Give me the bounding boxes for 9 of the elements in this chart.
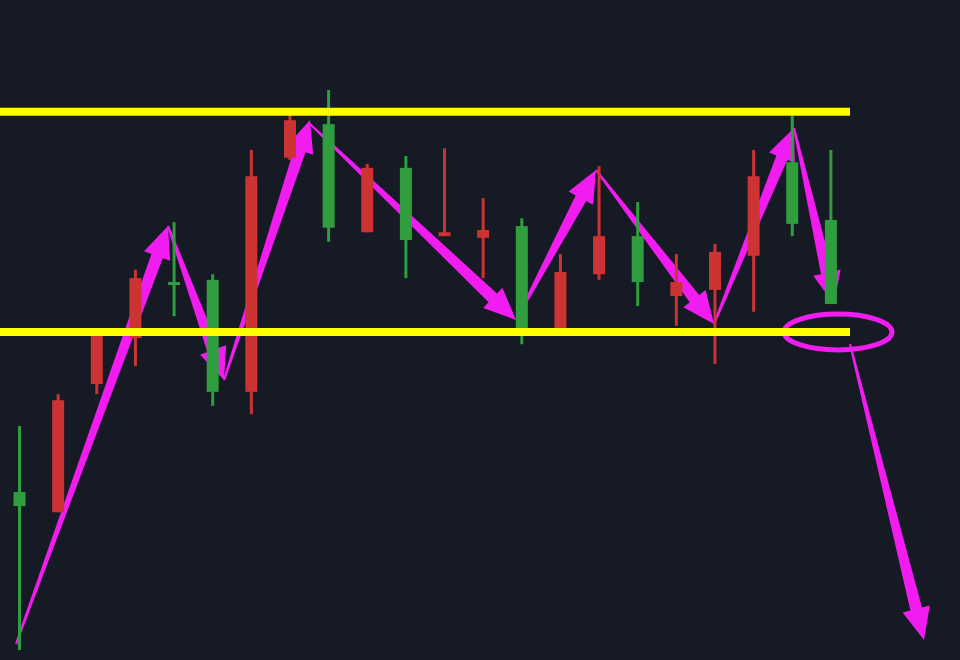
candlestick xyxy=(168,220,181,318)
candlestick xyxy=(670,252,683,328)
candlestick xyxy=(438,146,451,238)
candlestick xyxy=(708,242,721,366)
candlestick xyxy=(631,200,644,308)
candlestick xyxy=(13,424,26,650)
candlestick xyxy=(593,164,606,282)
candlestick xyxy=(283,112,296,162)
candlestick xyxy=(477,196,490,280)
